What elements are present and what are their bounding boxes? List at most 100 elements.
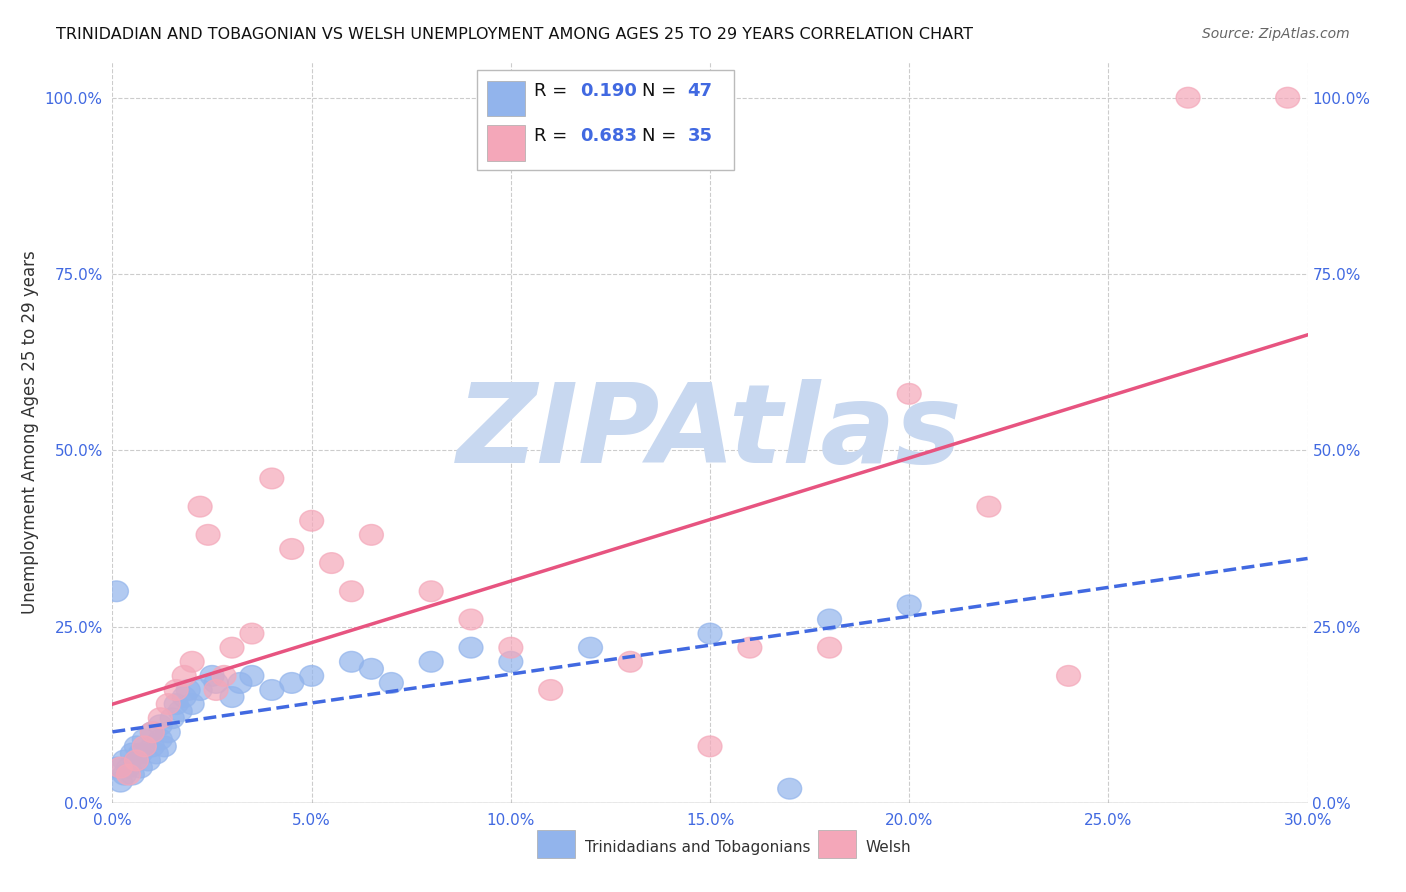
Ellipse shape (173, 665, 197, 686)
Ellipse shape (188, 496, 212, 517)
Ellipse shape (180, 651, 204, 673)
Text: Source: ZipAtlas.com: Source: ZipAtlas.com (1202, 27, 1350, 41)
Ellipse shape (128, 757, 152, 778)
Text: 0.190: 0.190 (579, 82, 637, 101)
Ellipse shape (124, 750, 149, 771)
Ellipse shape (149, 729, 173, 749)
Bar (486, 81, 524, 117)
Ellipse shape (419, 651, 443, 673)
Ellipse shape (141, 722, 165, 743)
Ellipse shape (260, 680, 284, 700)
Ellipse shape (340, 651, 364, 673)
Ellipse shape (299, 510, 323, 531)
Text: N =: N = (643, 82, 682, 101)
Ellipse shape (108, 757, 132, 778)
Text: R =: R = (534, 82, 574, 101)
Ellipse shape (112, 750, 136, 771)
Ellipse shape (818, 609, 842, 630)
Ellipse shape (124, 736, 149, 756)
Bar (818, 830, 856, 858)
Text: R =: R = (534, 127, 574, 145)
Ellipse shape (156, 694, 180, 714)
Ellipse shape (104, 757, 128, 778)
Ellipse shape (141, 722, 165, 743)
Ellipse shape (360, 658, 384, 679)
Ellipse shape (152, 736, 176, 756)
Ellipse shape (499, 637, 523, 658)
Ellipse shape (1057, 665, 1081, 686)
Ellipse shape (149, 714, 173, 736)
Ellipse shape (458, 609, 484, 630)
Ellipse shape (121, 764, 145, 785)
FancyBboxPatch shape (477, 70, 734, 169)
Ellipse shape (319, 553, 343, 574)
Ellipse shape (204, 680, 228, 700)
Ellipse shape (340, 581, 364, 601)
Ellipse shape (299, 665, 323, 686)
Ellipse shape (499, 651, 523, 673)
Text: 35: 35 (688, 127, 713, 145)
Ellipse shape (280, 673, 304, 693)
Ellipse shape (169, 701, 193, 722)
Ellipse shape (128, 743, 152, 764)
Text: ZIPAtlas: ZIPAtlas (457, 379, 963, 486)
Ellipse shape (280, 539, 304, 559)
Ellipse shape (173, 687, 197, 707)
Ellipse shape (1177, 87, 1201, 108)
Ellipse shape (897, 595, 921, 615)
Ellipse shape (419, 581, 443, 601)
Ellipse shape (108, 772, 132, 792)
Bar (486, 126, 524, 161)
Y-axis label: Unemployment Among Ages 25 to 29 years: Unemployment Among Ages 25 to 29 years (21, 251, 39, 615)
Ellipse shape (165, 680, 188, 700)
Ellipse shape (818, 637, 842, 658)
Ellipse shape (260, 468, 284, 489)
Text: Trinidadians and Tobagonians: Trinidadians and Tobagonians (585, 839, 810, 855)
Text: N =: N = (643, 127, 682, 145)
Ellipse shape (176, 680, 200, 700)
Ellipse shape (160, 708, 184, 729)
Ellipse shape (204, 673, 228, 693)
Ellipse shape (132, 736, 156, 756)
Text: 0.683: 0.683 (579, 127, 637, 145)
Ellipse shape (117, 764, 141, 785)
Ellipse shape (458, 637, 484, 658)
Ellipse shape (977, 496, 1001, 517)
Ellipse shape (156, 722, 180, 743)
Ellipse shape (699, 624, 723, 644)
Ellipse shape (149, 708, 173, 729)
Ellipse shape (212, 665, 236, 686)
Ellipse shape (165, 694, 188, 714)
Ellipse shape (240, 624, 264, 644)
Ellipse shape (219, 687, 245, 707)
Ellipse shape (778, 779, 801, 799)
Ellipse shape (188, 680, 212, 700)
Ellipse shape (219, 637, 245, 658)
Ellipse shape (240, 665, 264, 686)
Ellipse shape (132, 729, 156, 749)
Ellipse shape (538, 680, 562, 700)
Bar (537, 830, 575, 858)
Ellipse shape (145, 743, 169, 764)
Ellipse shape (136, 750, 160, 771)
Ellipse shape (104, 581, 128, 601)
Ellipse shape (380, 673, 404, 693)
Ellipse shape (121, 743, 145, 764)
Ellipse shape (897, 384, 921, 404)
Ellipse shape (124, 750, 149, 771)
Ellipse shape (360, 524, 384, 545)
Ellipse shape (117, 757, 141, 778)
Ellipse shape (579, 637, 603, 658)
Ellipse shape (619, 651, 643, 673)
Ellipse shape (141, 736, 165, 756)
Ellipse shape (180, 694, 204, 714)
Ellipse shape (200, 665, 224, 686)
Ellipse shape (738, 637, 762, 658)
Ellipse shape (699, 736, 723, 756)
Ellipse shape (1275, 87, 1299, 108)
Text: TRINIDADIAN AND TOBAGONIAN VS WELSH UNEMPLOYMENT AMONG AGES 25 TO 29 YEARS CORRE: TRINIDADIAN AND TOBAGONIAN VS WELSH UNEM… (56, 27, 973, 42)
Text: Welsh: Welsh (866, 839, 911, 855)
Ellipse shape (112, 764, 136, 785)
Ellipse shape (197, 524, 221, 545)
Ellipse shape (228, 673, 252, 693)
